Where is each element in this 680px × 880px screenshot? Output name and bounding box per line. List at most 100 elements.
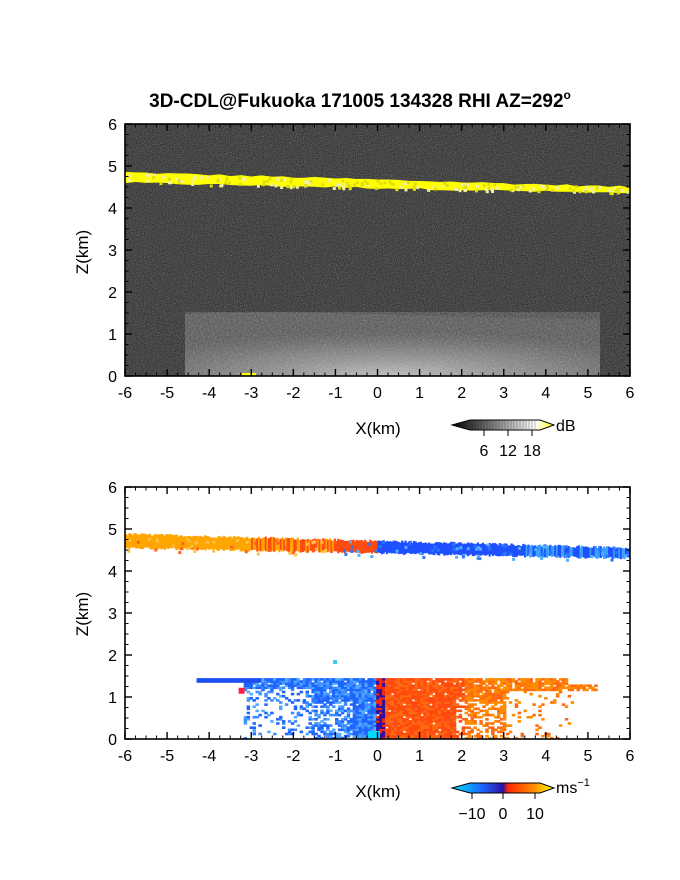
velocity-bl-cell xyxy=(349,682,354,685)
velocity-bl-cell xyxy=(502,722,507,725)
velocity-bl-cell xyxy=(411,688,416,692)
velocity-bl-cell xyxy=(373,724,377,727)
velocity-bl-cell xyxy=(402,707,407,711)
velocity-bl-cell xyxy=(326,697,330,700)
velocity-bl-cell xyxy=(323,705,327,708)
velocity-bl-cell xyxy=(449,715,454,719)
cloud-speck xyxy=(338,183,342,187)
velocity-bl-cell xyxy=(414,697,418,700)
velocity-bl-cell xyxy=(358,694,363,698)
velocity-bl-cell xyxy=(326,726,330,729)
velocity-bl-cell xyxy=(396,728,401,732)
velocity-bl-cell xyxy=(340,684,345,687)
velocity-cloud-column xyxy=(271,536,274,552)
velocity-bl-cell xyxy=(279,686,283,690)
velocity-bl-cell xyxy=(455,703,460,706)
velocity-bl-cell xyxy=(252,730,256,734)
velocity-bl-cell xyxy=(308,703,312,706)
velocity-bl-cell xyxy=(438,711,442,715)
velocity-cloud-speck xyxy=(193,549,197,553)
velocity-bl-cell xyxy=(252,732,256,736)
velocity-bl-cell xyxy=(494,715,498,719)
velocity-bl-cell xyxy=(441,703,445,706)
velocity-bl-cell xyxy=(470,722,474,725)
cloud-speck xyxy=(191,182,195,186)
velocity-bl-cell xyxy=(408,703,413,706)
velocity-bl-cell xyxy=(405,722,410,725)
velocity-bl-cell xyxy=(423,682,427,685)
velocity-bl-cell xyxy=(252,699,256,702)
velocity-bl-cell xyxy=(432,699,436,702)
velocity-bl-cell xyxy=(432,728,436,732)
velocity-cloud-speck xyxy=(323,543,327,547)
velocity-bl-cell xyxy=(443,707,448,711)
velocity-bl-cell xyxy=(373,686,377,690)
velocity-bl-cell xyxy=(355,699,360,702)
velocity-bl-cell xyxy=(352,718,357,721)
velocity-bl-cell xyxy=(446,734,451,738)
velocity-bl-cell xyxy=(523,682,527,685)
velocity-ground-cyan xyxy=(368,731,380,739)
cloud-speck xyxy=(220,184,224,188)
velocity-bl-cell xyxy=(349,686,354,690)
velocity-cloud-speck xyxy=(187,539,191,543)
velocity-bl-cell xyxy=(299,713,304,717)
velocity-bl-cell xyxy=(443,734,448,738)
velocity-bl-cell xyxy=(358,697,363,700)
velocity-bl-cell xyxy=(485,694,489,698)
velocity-cloud-column xyxy=(608,546,611,558)
velocity-bl-cell xyxy=(411,724,416,727)
velocity-bl-cell xyxy=(476,690,480,694)
velocity-bl-cell xyxy=(370,709,374,713)
velocity-cloud-speck xyxy=(566,554,570,558)
velocity-bl-cell xyxy=(482,699,486,702)
velocity-bl-cell xyxy=(426,730,430,734)
velocity-cloud-speck xyxy=(475,547,479,551)
velocity-bl-cell xyxy=(485,701,489,704)
velocity-bl-cell xyxy=(349,699,354,702)
velocity-bl-cell xyxy=(364,715,368,719)
velocity-colorbar: −10 0 10 ms−1 xyxy=(450,777,590,823)
velocity-bl-cell xyxy=(370,680,374,683)
velocity-bl-cell xyxy=(467,705,472,708)
velocity-cloud-speck xyxy=(147,537,151,541)
cloud-speck xyxy=(303,180,307,184)
velocity-bl-cell xyxy=(393,730,398,734)
velocity-bl-cell xyxy=(352,724,357,727)
velocity-bl-cell xyxy=(393,699,398,702)
velocity-bl-cell xyxy=(491,713,495,717)
cloud-speck xyxy=(464,183,468,187)
velocity-bl-cell xyxy=(452,711,457,715)
velocity-bl-cell xyxy=(441,692,445,696)
velocity-bl-cell xyxy=(376,684,380,687)
velocity-bl-cell xyxy=(370,705,374,708)
velocity-bl-cell xyxy=(420,701,424,704)
x-tick-label: 1 xyxy=(415,748,424,765)
velocity-cloud-speck xyxy=(461,555,465,559)
velocity-bl-cell xyxy=(550,736,554,739)
velocity-cloud-speck xyxy=(288,551,292,555)
velocity-bl-cell xyxy=(396,732,401,736)
velocity-bl-cell xyxy=(385,694,389,698)
velocity-bl-cell xyxy=(461,692,466,696)
velocity-bl-cell xyxy=(314,688,318,692)
velocity-cloud-column xyxy=(163,535,166,550)
velocity-cloud-column xyxy=(375,540,379,554)
velocity-bl-cell xyxy=(417,694,421,698)
velocity-bl-cell xyxy=(358,722,363,725)
velocity-bl-cell xyxy=(441,732,445,736)
velocity-bl-cell xyxy=(361,686,365,690)
velocity-cloud-column xyxy=(399,542,402,554)
velocity-bl-cell xyxy=(470,713,474,717)
velocity-bl-cell xyxy=(367,697,371,700)
velocity-cloud-column xyxy=(517,545,520,556)
velocity-bl-cell xyxy=(382,711,386,715)
velocity-bl-cell xyxy=(541,684,545,687)
velocity-bl-cell xyxy=(443,684,448,687)
velocity-bl-cell xyxy=(429,713,433,717)
velocity-bl-cell xyxy=(443,690,448,694)
velocity-bl-cell xyxy=(302,684,307,687)
velocity-bl-cell xyxy=(532,686,536,690)
velocity-bl-cell xyxy=(305,686,309,690)
velocity-bl-cell xyxy=(270,686,274,690)
